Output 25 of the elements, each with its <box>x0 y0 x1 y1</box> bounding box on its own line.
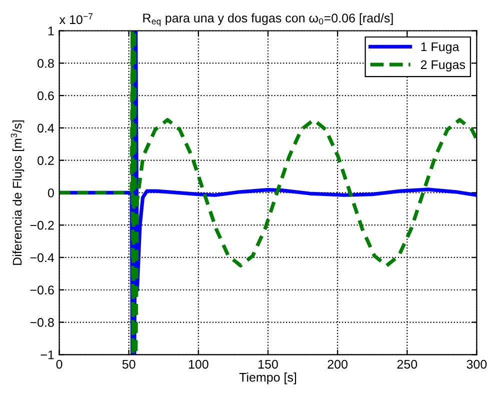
x-axis-title: Tiempo [s] <box>239 372 296 384</box>
y-axis-title: Diferencia de Flujos [m$^{3}$/s] <box>10 120 24 265</box>
y-tick-label: −0.4 <box>30 253 54 262</box>
x-tick-label: 250 <box>397 360 418 369</box>
y-tick-label: 0 <box>48 188 54 198</box>
chart-title: R$_{eq}$ para una y dos fugas con ω$_{0}$=0.06 [rad/s] <box>143 13 393 26</box>
x-tick-label: 150 <box>258 360 278 369</box>
legend-label: 2 Fugas <box>420 60 466 72</box>
line-series <box>59 30 477 355</box>
y-tick-label: 0.6 <box>38 91 54 100</box>
y-tick-label: 1 <box>48 26 54 36</box>
y-tick-label: 0.2 <box>38 156 54 165</box>
x-tick-label: 50 <box>122 360 136 369</box>
x-tick-label: 0 <box>56 360 62 369</box>
x-tick-label: 100 <box>188 360 208 369</box>
y-tick-label: 0.8 <box>38 58 54 68</box>
legend-label: 1 Fuga <box>421 42 460 54</box>
y-tick-label: −0.2 <box>30 220 54 230</box>
y-tick-label: 0.4 <box>38 124 54 133</box>
x-tick-label: 300 <box>466 360 487 369</box>
y-tick-label: −0.6 <box>30 286 54 295</box>
y-tick-label: −1 <box>40 350 54 360</box>
x-tick-label: 200 <box>328 360 348 369</box>
text: x 10$^{−7}$ <box>59 13 93 24</box>
y-tick-label: −0.8 <box>30 318 54 327</box>
